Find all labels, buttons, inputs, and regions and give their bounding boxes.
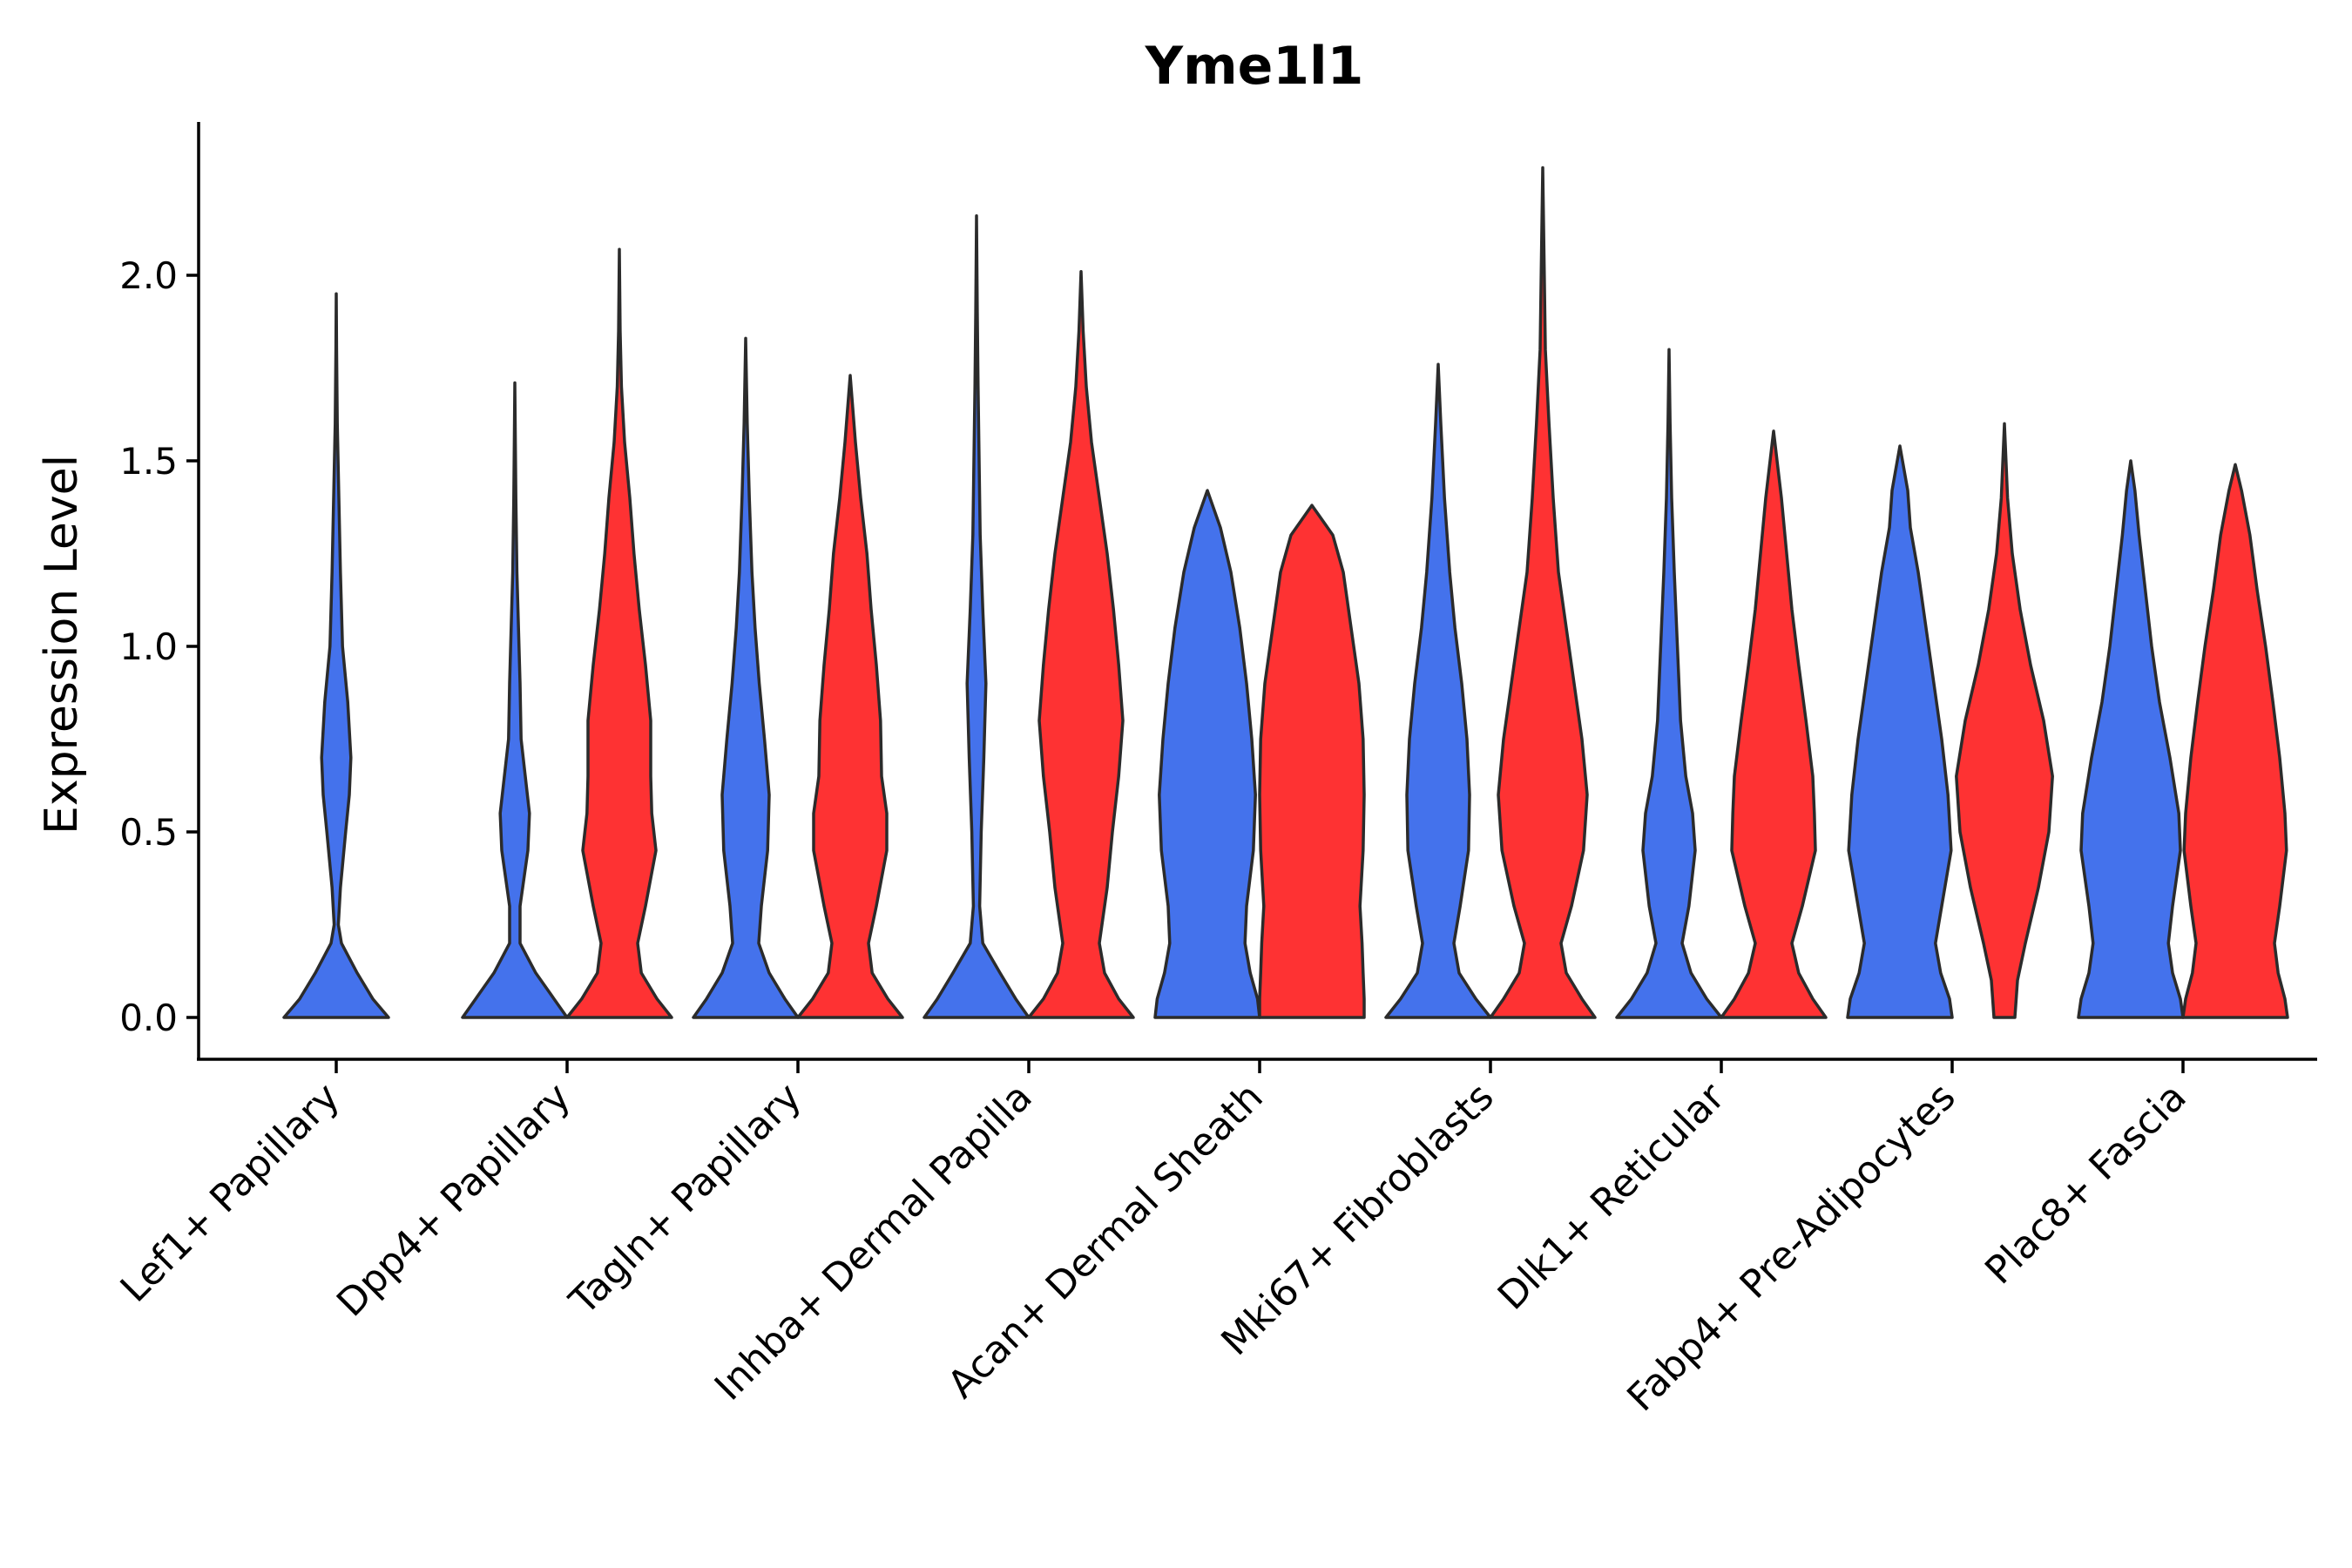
x-tick-label: Tagln+ Papillary — [561, 1075, 810, 1324]
violin-red-5 — [1258, 504, 1366, 1019]
x-tick-label: Dlk1+ Reticular — [1490, 1074, 1734, 1319]
y-tick-label: 0.0 — [119, 997, 178, 1039]
violin-blue-2 — [461, 381, 569, 1019]
violin-red-9 — [2181, 463, 2289, 1019]
violin-red-8 — [1955, 422, 2054, 1019]
violin-blue-7 — [1615, 348, 1723, 1019]
y-axis-label: Expression Level — [36, 455, 88, 835]
violin-red-3 — [796, 374, 904, 1019]
y-tick-label: 2.0 — [119, 254, 178, 297]
violin-blue-1 — [282, 292, 390, 1019]
violin-blue-3 — [692, 336, 800, 1019]
violin-blue-4 — [923, 214, 1031, 1019]
y-axis-ticks: 0.0 0.5 1.0 1.5 2.0 — [119, 254, 199, 1039]
x-tick-label: Plac8+ Fascia — [1977, 1075, 2195, 1294]
violin-red-2 — [565, 247, 673, 1019]
y-tick-label: 1.0 — [119, 625, 178, 668]
violin-blue-9 — [2077, 459, 2185, 1019]
y-tick-label: 1.5 — [119, 440, 178, 483]
y-tick-label: 0.5 — [119, 811, 178, 854]
violin-blue-5 — [1153, 489, 1261, 1019]
violin-red-4 — [1027, 269, 1135, 1019]
x-tick-label: Lef1+ Papillary — [112, 1075, 348, 1311]
violin-blue-8 — [1846, 444, 1954, 1019]
x-tick-label: Dpp4+ Papillary — [328, 1075, 579, 1326]
violin-red-7 — [1720, 429, 1828, 1019]
violin-blue-6 — [1384, 362, 1492, 1019]
violin-group — [282, 166, 2289, 1019]
violin-red-6 — [1489, 166, 1597, 1019]
chart-title: Yme1l1 — [1145, 36, 1364, 97]
